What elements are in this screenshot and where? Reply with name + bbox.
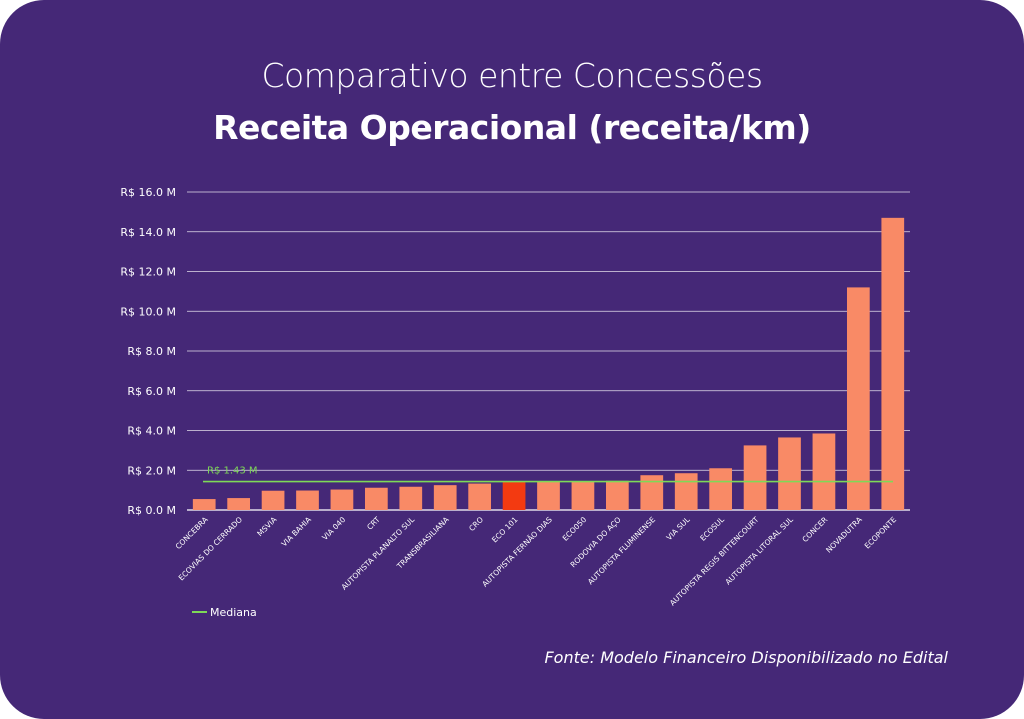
x-tick-label: ECOVIAS DO CERRADO	[177, 515, 244, 582]
x-tick-label: NOVADUTRA	[824, 514, 864, 554]
y-tick-label: R$ 2.0 M	[127, 464, 176, 477]
bar	[468, 483, 492, 510]
bar	[743, 445, 767, 510]
bar	[433, 485, 457, 510]
y-tick-label: R$ 12.0 M	[120, 266, 176, 279]
grid-lines	[187, 191, 910, 511]
bar	[640, 475, 664, 510]
y-tick-label: R$ 6.0 M	[127, 385, 176, 398]
bar	[537, 481, 560, 510]
bar	[846, 287, 870, 510]
x-tick-label: AUTOPISTA LITORAL SUL	[723, 514, 795, 586]
y-tick-label: R$ 14.0 M	[120, 226, 176, 239]
chart-title-line2: Receita Operacional (receita/km)	[213, 108, 811, 147]
x-tick-label: ECOSUL	[698, 514, 726, 542]
x-tick-label: ECO050	[561, 515, 589, 543]
x-tick-label: CRO	[467, 515, 485, 533]
median-label: R$ 1.43 M	[207, 466, 258, 477]
source-note: Fonte: Modelo Financeiro Disponibilizado…	[544, 648, 948, 667]
x-tick-label: AUTOPISTA FLUMINENSE	[586, 515, 658, 587]
x-tick-label: MSVIA	[255, 514, 279, 538]
y-axis-ticks: R$ 0.0 M R$ 2.0 M R$ 4.0 M R$ 6.0 M R$ 8.0 M…	[120, 186, 176, 517]
x-tick-label: CONCEBRA	[174, 514, 211, 551]
y-tick-label: R$ 16.0 M	[120, 186, 176, 199]
x-tick-label: ECOPONTE	[863, 515, 899, 551]
bar	[296, 490, 319, 510]
x-tick-label: CRT	[365, 515, 382, 532]
x-tick-label: ECO 101	[490, 515, 520, 545]
bar	[330, 489, 354, 510]
bar	[227, 498, 251, 510]
bar	[261, 490, 285, 510]
bar	[502, 481, 526, 510]
bar	[192, 499, 216, 510]
bar	[812, 433, 836, 510]
x-tick-label: CONCER	[800, 515, 829, 544]
x-tick-label: VIA 040	[320, 515, 347, 542]
x-tick-label: VIA SUL	[665, 514, 693, 542]
bar	[674, 473, 698, 510]
y-tick-label: R$ 10.0 M	[120, 305, 176, 318]
y-tick-label: R$ 4.0 M	[127, 425, 176, 438]
bar	[571, 481, 595, 510]
legend: Mediana	[192, 606, 257, 619]
bar	[881, 217, 905, 510]
bar	[399, 486, 423, 510]
legend-label-median: Mediana	[210, 606, 257, 619]
x-tick-label: VIA BAHIA	[280, 514, 314, 548]
bar	[364, 487, 388, 510]
y-tick-label: R$ 8.0 M	[127, 345, 176, 358]
y-tick-label: R$ 0.0 M	[127, 504, 176, 517]
chart-title-line1: Comparativo entre Concessões	[261, 56, 763, 95]
bar	[605, 480, 629, 510]
bar	[709, 468, 733, 510]
bar	[778, 437, 801, 510]
bars	[192, 217, 905, 510]
median-group: R$ 1.43 M	[203, 466, 893, 483]
x-tick-label: AUTOPISTA FERNÃO DIAS	[480, 515, 554, 589]
